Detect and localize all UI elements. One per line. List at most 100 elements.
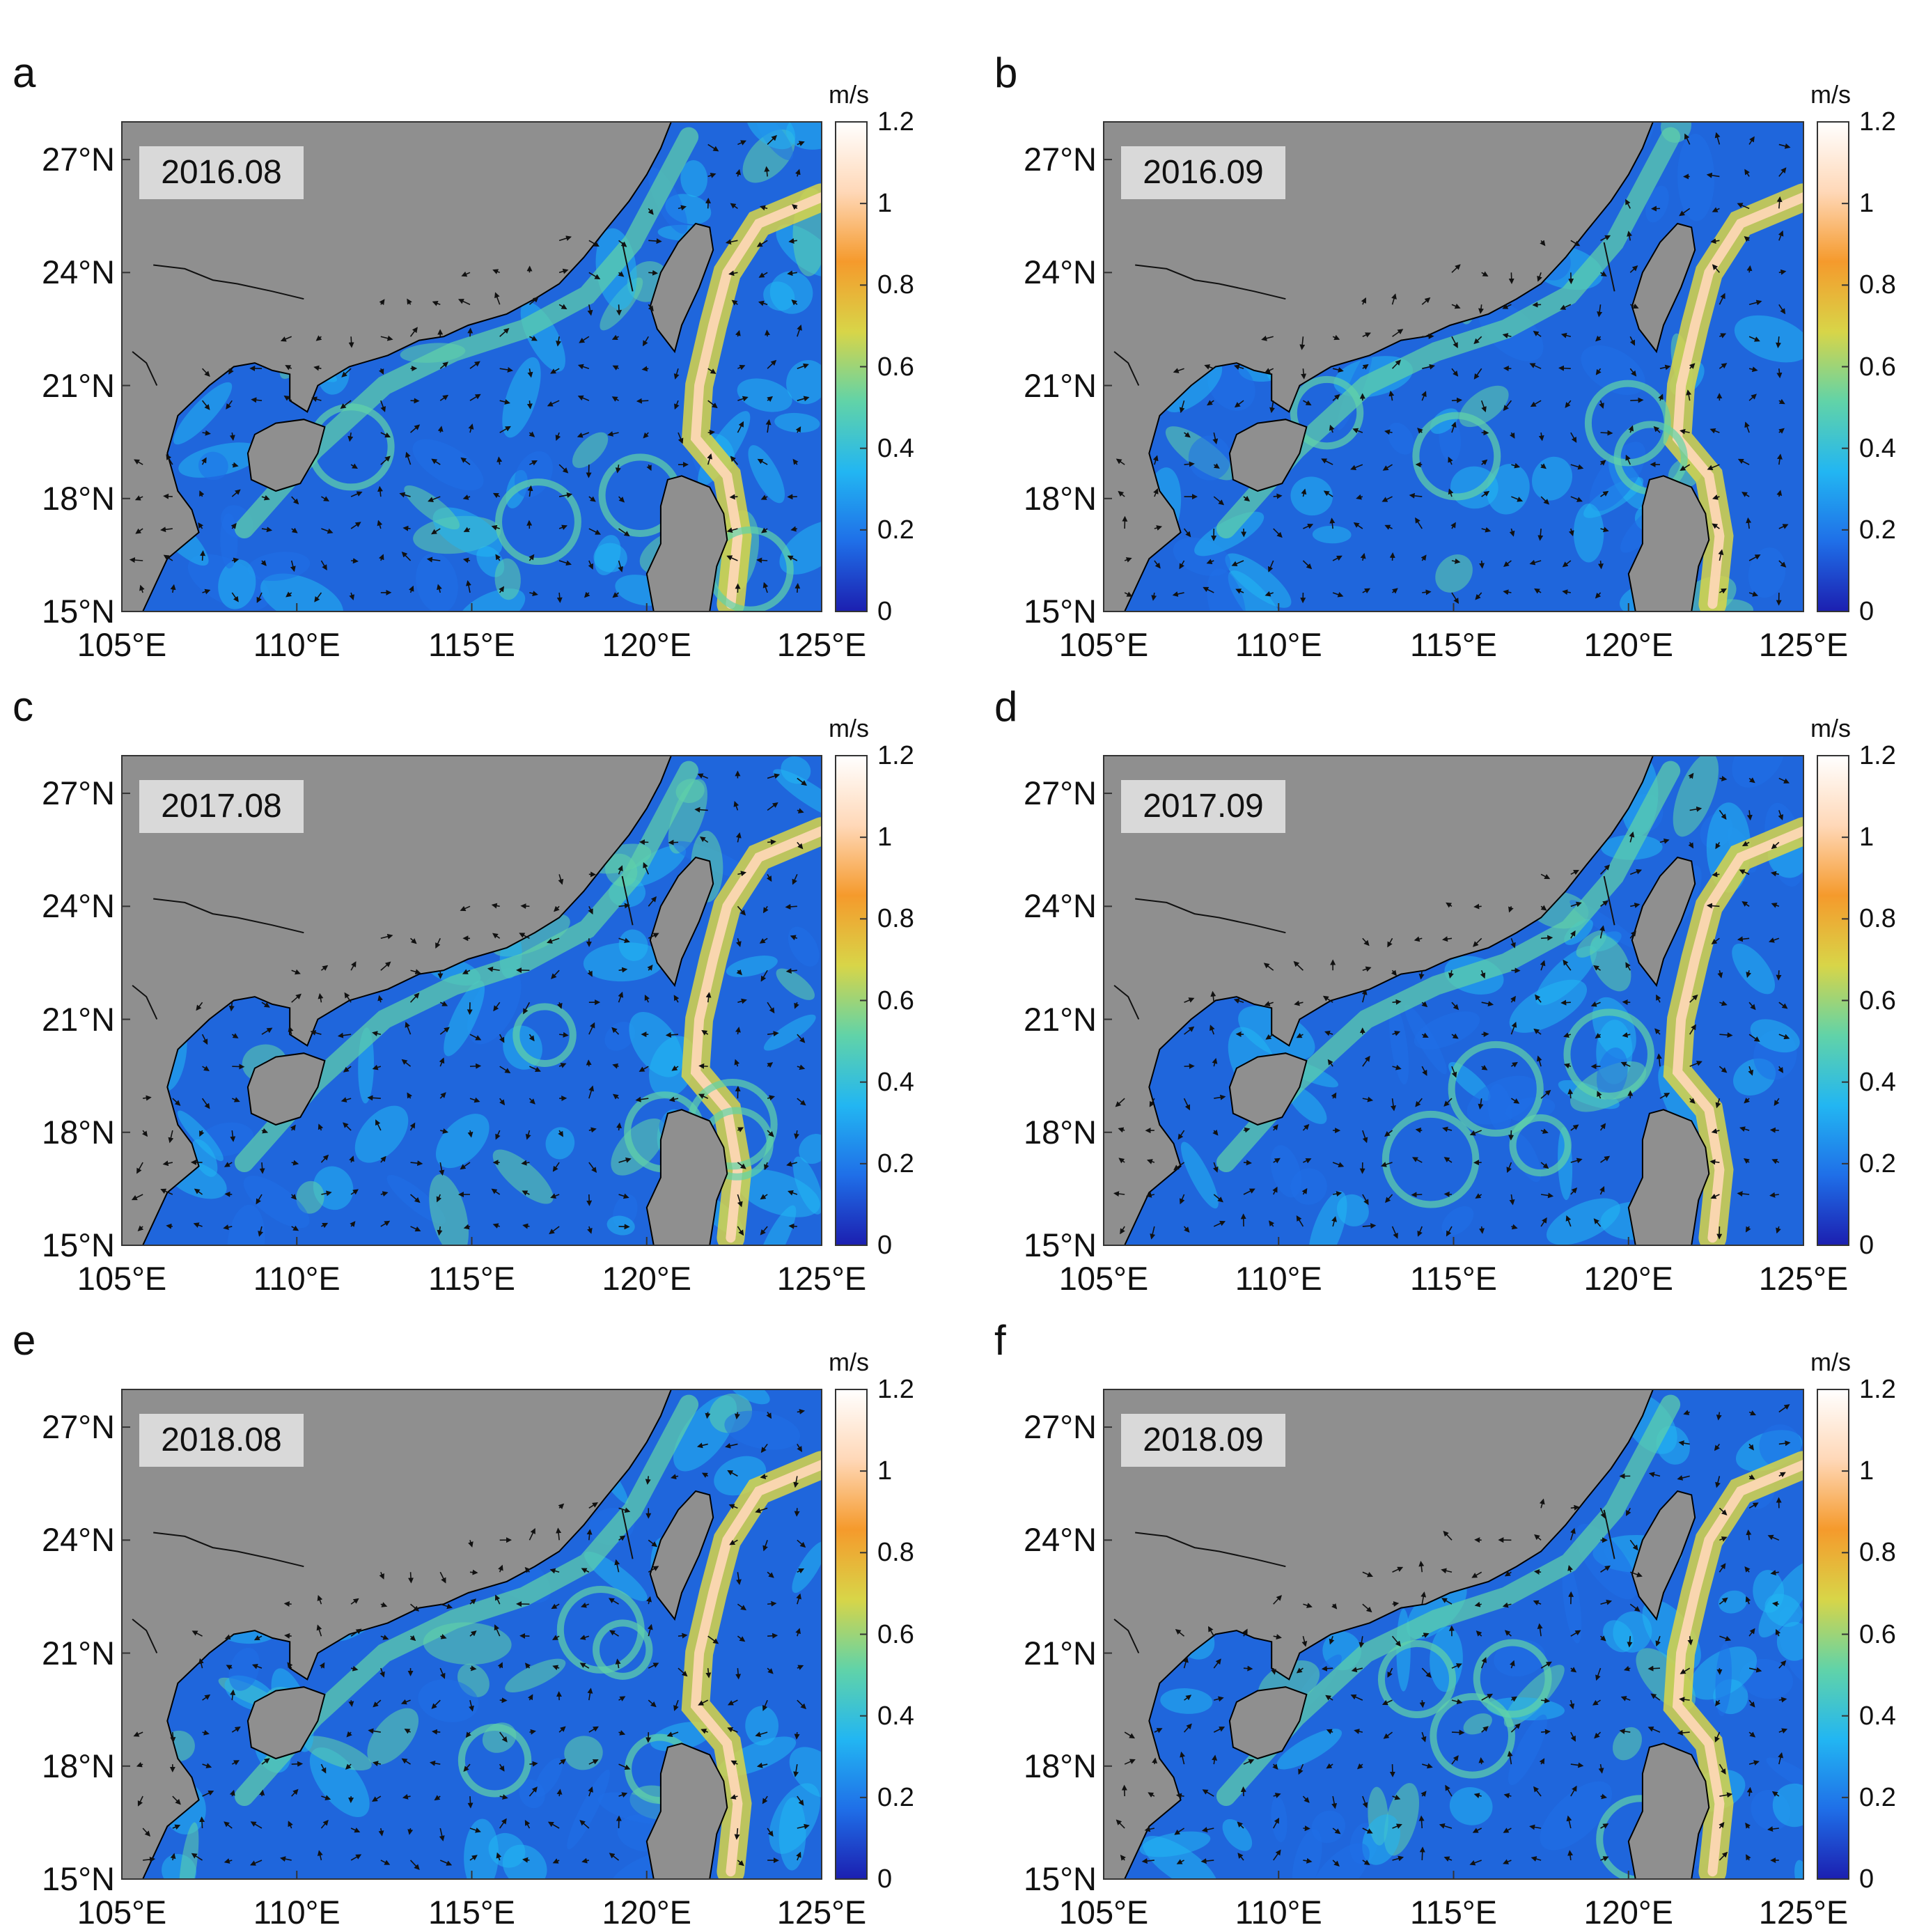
y-tick-label: 24°N bbox=[24, 889, 115, 924]
y-tick-label: 21°N bbox=[24, 1636, 115, 1671]
date-label-box: 2017.09 bbox=[1121, 780, 1285, 833]
y-tick-label: 15°N bbox=[1006, 1862, 1097, 1896]
y-tick-label: 15°N bbox=[24, 1228, 115, 1263]
colorbar-tick-label: 0.6 bbox=[1859, 1621, 1901, 1649]
panel-letter: d bbox=[994, 683, 1017, 731]
colorbar-tick-label: 1.2 bbox=[877, 108, 919, 136]
colorbar-tick-label: 0.8 bbox=[877, 271, 919, 299]
colorbar-tick-label: 0 bbox=[877, 1865, 919, 1893]
y-tick-label: 27°N bbox=[24, 776, 115, 811]
y-tick-label: 15°N bbox=[1006, 594, 1097, 629]
date-label-box: 2016.09 bbox=[1121, 146, 1285, 199]
x-tick-label: 115°E bbox=[1384, 1893, 1524, 1932]
x-tick-label: 120°E bbox=[577, 1893, 717, 1932]
colorbar-tick-label: 0.6 bbox=[1859, 987, 1901, 1015]
y-tick-label: 24°N bbox=[24, 1522, 115, 1557]
colorbar-unit: m/s bbox=[829, 81, 869, 109]
colorbar-unit: m/s bbox=[1810, 81, 1851, 109]
y-tick-label: 24°N bbox=[1006, 255, 1097, 290]
y-tick-label: 18°N bbox=[1006, 1115, 1097, 1150]
colorbar-tick-label: 1 bbox=[1859, 189, 1901, 217]
colorbar-tick-label: 0 bbox=[877, 1231, 919, 1259]
colorbar-unit: m/s bbox=[1810, 715, 1851, 742]
x-tick-label: 120°E bbox=[1559, 1259, 1698, 1298]
y-tick-label: 24°N bbox=[1006, 889, 1097, 924]
colorbar-tick-label: 1 bbox=[1859, 823, 1901, 851]
colorbar-tick-label: 0.8 bbox=[1859, 905, 1901, 933]
colorbar-unit: m/s bbox=[1810, 1348, 1851, 1376]
y-tick-label: 21°N bbox=[1006, 1636, 1097, 1671]
colorbar-tick-label: 0 bbox=[877, 598, 919, 625]
colorbar-tick-label: 0.2 bbox=[1859, 1150, 1901, 1178]
y-tick-label: 18°N bbox=[1006, 481, 1097, 516]
colorbar-tick-label: 0.6 bbox=[877, 987, 919, 1015]
colorbar-tick-label: 1.2 bbox=[1859, 1376, 1901, 1403]
colorbar-tick-label: 0.8 bbox=[877, 1538, 919, 1566]
x-tick-label: 125°E bbox=[1734, 1259, 1873, 1298]
colorbar-tick-label: 0.2 bbox=[877, 1784, 919, 1812]
colorbar-tick-label: 1 bbox=[1859, 1457, 1901, 1485]
colorbar-tick-label: 1.2 bbox=[877, 1376, 919, 1403]
colorbar-tick-label: 0.4 bbox=[1859, 1068, 1901, 1096]
colorbar-tick-label: 0 bbox=[1859, 1231, 1901, 1259]
map-svg bbox=[982, 49, 1887, 662]
x-tick-label: 105°E bbox=[1034, 1893, 1173, 1932]
x-tick-label: 105°E bbox=[1034, 1259, 1173, 1298]
y-tick-label: 18°N bbox=[24, 1115, 115, 1150]
colorbar-tick-label: 0.4 bbox=[877, 1068, 919, 1096]
colorbar-unit: m/s bbox=[829, 715, 869, 742]
colorbar-tick-label: 0.8 bbox=[1859, 271, 1901, 299]
map-svg bbox=[0, 1316, 905, 1929]
date-label-box: 2018.08 bbox=[139, 1414, 304, 1467]
colorbar-tick-label: 1 bbox=[877, 1457, 919, 1485]
x-tick-label: 125°E bbox=[1734, 625, 1873, 664]
x-tick-label: 105°E bbox=[52, 625, 191, 664]
y-tick-label: 21°N bbox=[24, 1002, 115, 1037]
date-label-box: 2018.09 bbox=[1121, 1414, 1285, 1467]
date-label: 2018.08 bbox=[139, 1414, 304, 1467]
panel-letter: c bbox=[13, 683, 33, 731]
colorbar-tick-label: 0 bbox=[1859, 1865, 1901, 1893]
colorbar-tick-label: 0.2 bbox=[1859, 516, 1901, 544]
y-tick-label: 27°N bbox=[1006, 776, 1097, 811]
x-tick-label: 125°E bbox=[1734, 1893, 1873, 1932]
x-tick-label: 115°E bbox=[402, 625, 542, 664]
colorbar-tick-label: 0.8 bbox=[1859, 1538, 1901, 1566]
date-label: 2016.09 bbox=[1121, 146, 1285, 199]
y-tick-label: 27°N bbox=[1006, 1410, 1097, 1444]
y-tick-label: 18°N bbox=[1006, 1749, 1097, 1784]
colorbar-tick-label: 1.2 bbox=[1859, 108, 1901, 136]
colorbar-tick-label: 0.4 bbox=[877, 435, 919, 462]
x-tick-label: 105°E bbox=[52, 1893, 191, 1932]
y-tick-label: 15°N bbox=[24, 1862, 115, 1896]
x-tick-label: 125°E bbox=[752, 1893, 891, 1932]
colorbar-tick-label: 1 bbox=[877, 823, 919, 851]
x-tick-label: 110°E bbox=[227, 625, 366, 664]
date-label-box: 2016.08 bbox=[139, 146, 304, 199]
colorbar-tick-label: 0.4 bbox=[1859, 435, 1901, 462]
x-tick-label: 110°E bbox=[227, 1259, 366, 1298]
date-label: 2016.08 bbox=[139, 146, 304, 199]
date-label-box: 2017.08 bbox=[139, 780, 304, 833]
colorbar-tick-label: 0.2 bbox=[877, 1150, 919, 1178]
y-tick-label: 21°N bbox=[24, 368, 115, 403]
x-tick-label: 120°E bbox=[577, 1259, 717, 1298]
colorbar-tick-label: 0.6 bbox=[1859, 353, 1901, 381]
x-tick-label: 115°E bbox=[1384, 1259, 1524, 1298]
y-tick-label: 15°N bbox=[1006, 1228, 1097, 1263]
y-tick-label: 24°N bbox=[1006, 1522, 1097, 1557]
x-tick-label: 115°E bbox=[402, 1259, 542, 1298]
x-tick-label: 115°E bbox=[1384, 625, 1524, 664]
y-tick-label: 15°N bbox=[24, 594, 115, 629]
y-tick-label: 24°N bbox=[24, 255, 115, 290]
map-svg bbox=[982, 1316, 1887, 1929]
date-label: 2018.09 bbox=[1121, 1414, 1285, 1467]
colorbar-tick-label: 1 bbox=[877, 189, 919, 217]
map-svg bbox=[0, 683, 905, 1295]
map-svg bbox=[982, 683, 1887, 1295]
